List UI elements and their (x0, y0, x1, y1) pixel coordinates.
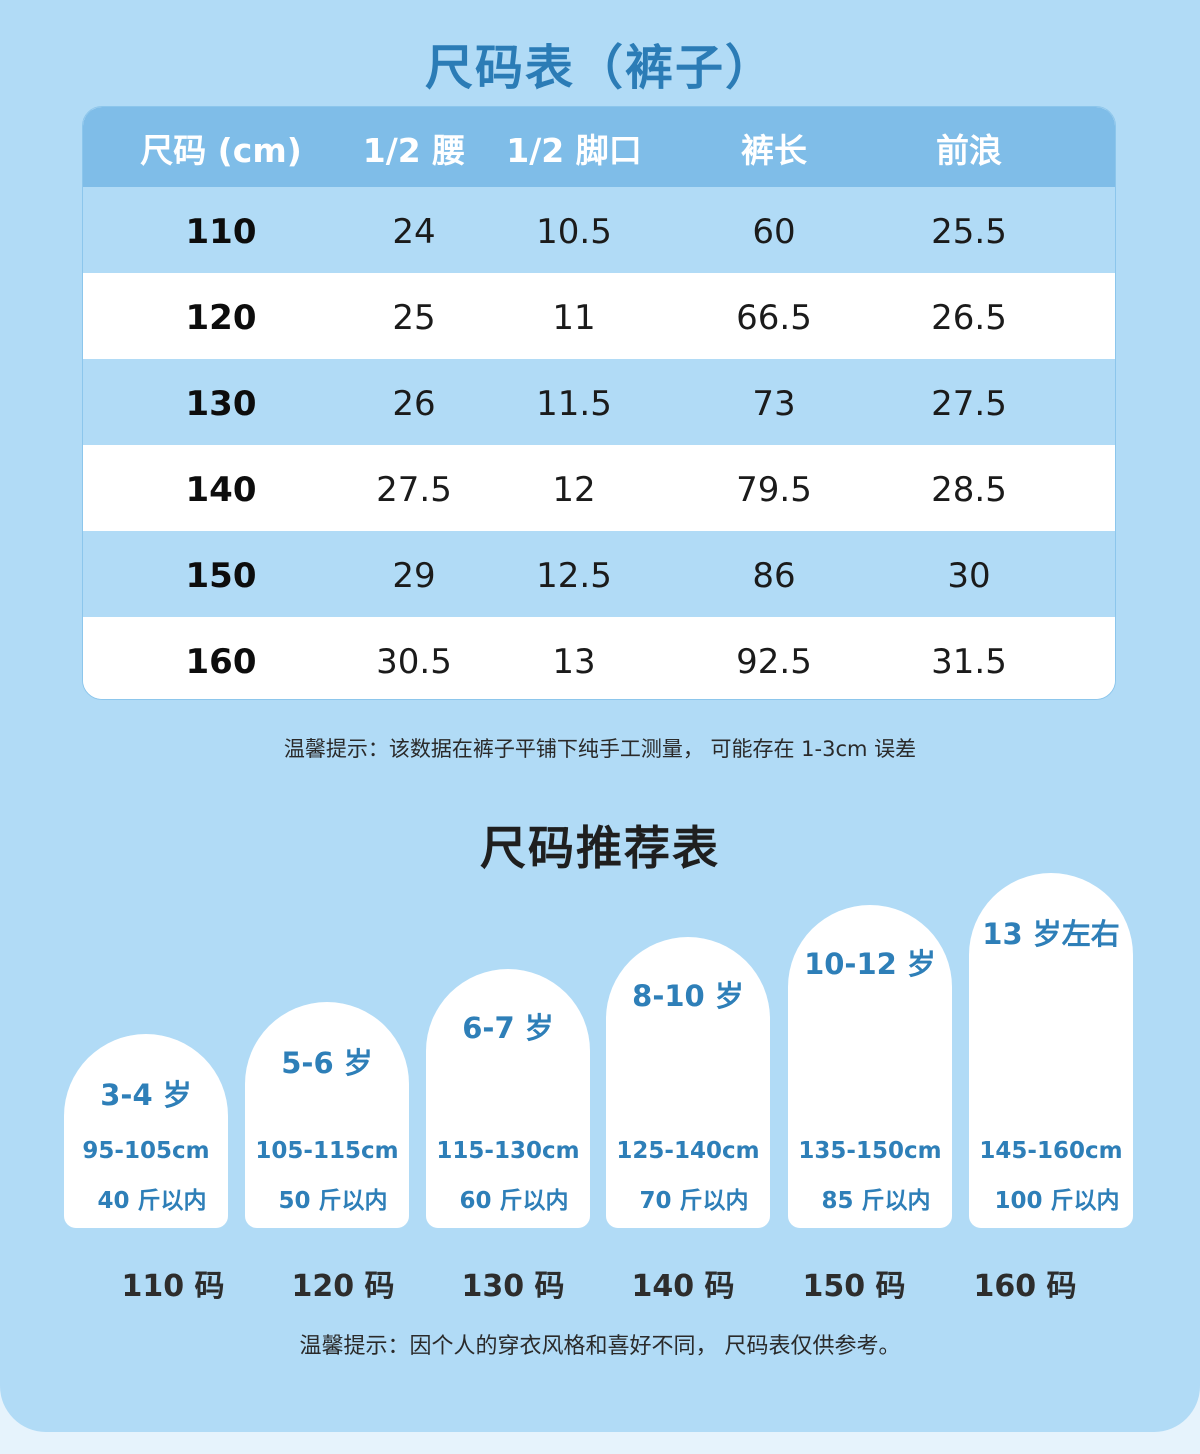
cell-waist: 29 (392, 556, 436, 596)
cell-waist: 27.5 (376, 470, 452, 510)
recommend-card: 10-12 岁 135-150cm 85 斤以内 (788, 905, 952, 1228)
cell-waist: 25 (392, 298, 436, 338)
cell-front-rise: 30 (947, 556, 991, 596)
cell-length: 79.5 (736, 470, 812, 510)
table-row: 130 26 11.5 73 27.5 (83, 359, 1115, 445)
cell-front-rise: 25.5 (931, 212, 1007, 252)
cell-front-rise: 31.5 (931, 642, 1007, 682)
card-age: 10-12 岁 (804, 947, 936, 981)
size-label-150: 150 码 (802, 1269, 906, 1304)
cell-hem: 12.5 (536, 556, 612, 596)
card-weight: 70 斤以内 (639, 1188, 749, 1214)
cell-size: 110 (185, 212, 257, 252)
cell-size: 140 (185, 470, 257, 510)
cell-length: 66.5 (736, 298, 812, 338)
table-row: 150 29 12.5 86 30 (83, 531, 1115, 617)
card-weight: 85 斤以内 (821, 1188, 931, 1214)
size-label-120: 120 码 (291, 1269, 395, 1304)
card-age: 5-6 岁 (281, 1046, 373, 1080)
cell-size: 150 (185, 556, 257, 596)
cell-size: 160 (185, 642, 257, 682)
card-height: 115-130cm (436, 1138, 580, 1164)
cell-hem: 10.5 (536, 212, 612, 252)
card-weight: 60 斤以内 (459, 1188, 569, 1214)
cell-length: 60 (752, 212, 796, 252)
card-height: 135-150cm (798, 1138, 942, 1164)
card-height: 95-105cm (82, 1138, 210, 1164)
card-age: 3-4 岁 (100, 1078, 192, 1112)
card-weight: 40 斤以内 (97, 1188, 207, 1214)
table-row: 110 24 10.5 60 25.5 (83, 187, 1115, 273)
measurement-note: 温馨提示：该数据在裤子平铺下纯手工测量， 可能存在 1-3cm 误差 (283, 737, 917, 761)
table-row: 120 25 11 66.5 26.5 (83, 273, 1115, 359)
page-title: 尺码表（裤子） (424, 40, 775, 96)
cell-waist: 26 (392, 384, 436, 424)
reference-note: 温馨提示：因个人的穿衣风格和喜好不同， 尺码表仅供参考。 (299, 1334, 901, 1359)
cell-hem: 13 (552, 642, 596, 682)
cell-front-rise: 28.5 (931, 470, 1007, 510)
header-size: 尺码 (cm) (140, 131, 302, 170)
cell-waist: 30.5 (376, 642, 452, 682)
cell-hem: 12 (552, 470, 596, 510)
cell-size: 120 (185, 298, 257, 338)
recommend-card: 8-10 岁 125-140cm 70 斤以内 (606, 937, 770, 1228)
card-weight: 50 斤以内 (278, 1188, 388, 1214)
size-label-130: 130 码 (461, 1269, 565, 1304)
recommend-card: 3-4 岁 95-105cm 40 斤以内 (64, 1034, 228, 1228)
cell-size: 130 (185, 384, 257, 424)
cell-length: 92.5 (736, 642, 812, 682)
recommend-card: 6-7 岁 115-130cm 60 斤以内 (426, 969, 590, 1228)
card-age: 13 岁左右 (982, 917, 1120, 951)
header-front-rise: 前浪 (936, 131, 1002, 170)
card-age: 8-10 岁 (632, 979, 744, 1013)
card-age: 6-7 岁 (462, 1011, 554, 1045)
card-height: 145-160cm (979, 1138, 1123, 1164)
table-body: 110 24 10.5 60 25.5 120 25 11 66.5 26.5 … (83, 187, 1115, 699)
cell-waist: 24 (392, 212, 436, 252)
recommend-title: 尺码推荐表 (480, 821, 720, 875)
cell-front-rise: 27.5 (931, 384, 1007, 424)
header-length: 裤长 (741, 131, 807, 170)
recommend-card: 13 岁左右 145-160cm 100 斤以内 (969, 873, 1133, 1228)
size-label-160: 160 码 (973, 1269, 1077, 1304)
table-row: 160 30.5 13 92.5 31.5 (83, 617, 1115, 699)
cell-length: 86 (752, 556, 796, 596)
size-table: 尺码 (cm) 1/2 腰围 1/2 脚口 裤长 前浪 110 24 10.5 … (82, 106, 1116, 700)
size-label-140: 140 码 (631, 1269, 735, 1304)
cell-hem: 11 (552, 298, 596, 338)
card-weight: 100 斤以内 (994, 1188, 1120, 1214)
card-height: 125-140cm (616, 1138, 760, 1164)
recommend-card: 5-6 岁 105-115cm 50 斤以内 (245, 1002, 409, 1228)
header-waist: 1/2 腰围 (362, 131, 466, 258)
size-label-110: 110 码 (121, 1269, 225, 1304)
header-hem: 1/2 脚口 (506, 131, 642, 170)
table-row: 140 27.5 12 79.5 28.5 (83, 445, 1115, 531)
cell-front-rise: 26.5 (931, 298, 1007, 338)
table-header: 尺码 (cm) 1/2 腰围 1/2 脚口 裤长 前浪 (83, 107, 1115, 258)
cell-hem: 11.5 (536, 384, 612, 424)
card-height: 105-115cm (255, 1138, 399, 1164)
cell-length: 73 (752, 384, 796, 424)
